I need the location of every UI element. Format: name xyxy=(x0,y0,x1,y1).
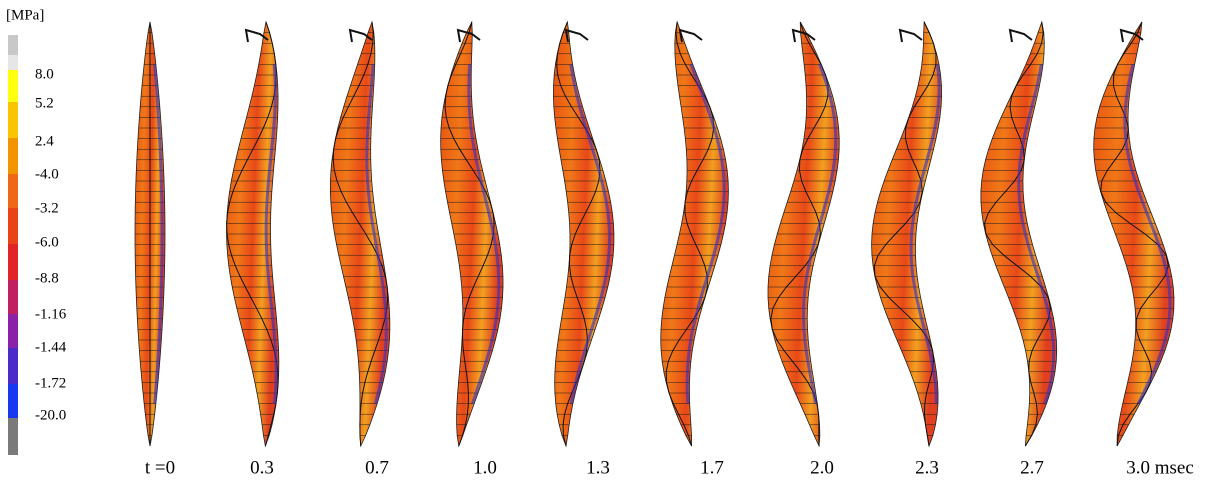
colorbar-label: -4.0 xyxy=(35,166,59,182)
colorbar-label: 5.2 xyxy=(35,95,54,111)
colorbar-label: -20.0 xyxy=(35,407,66,423)
colorbar-label: -1.72 xyxy=(35,375,66,391)
colorbar-label: -1.44 xyxy=(35,339,67,355)
time-label: 2.3 xyxy=(915,457,939,478)
time-label: 1.0 xyxy=(473,457,497,478)
colorbar-label: -3.2 xyxy=(35,200,59,216)
time-label: 2.0 xyxy=(810,457,834,478)
colorbar-label: 2.4 xyxy=(35,133,54,149)
tip xyxy=(900,30,922,42)
time-label: t =0 xyxy=(145,457,175,478)
time-label: 3.0 msec xyxy=(1126,457,1194,478)
time-label: 1.3 xyxy=(586,457,610,478)
colorbar-label: -1.16 xyxy=(35,306,67,322)
time-label: 0.3 xyxy=(250,457,274,478)
colorbar-label: -6.0 xyxy=(35,234,59,250)
time-label: 2.7 xyxy=(1020,457,1044,478)
colorbar: [MPa] 8.0 5.2 2.4 -4.0 -3.2 -6.0 -8.8 -1.16 -1.4… xyxy=(6,7,67,455)
time-label: 1.7 xyxy=(700,457,724,478)
colorbar-label: 8.0 xyxy=(35,66,54,82)
time-label: 0.7 xyxy=(365,457,389,478)
colorbar-label: -8.8 xyxy=(35,270,59,286)
colorbar-unit: [MPa] xyxy=(6,7,44,23)
simulation-frames xyxy=(135,22,1174,446)
tip xyxy=(1010,30,1032,42)
figure: [MPa] 8.0 5.2 2.4 -4.0 -3.2 -6.0 -8.8 -1.16 -1.4… xyxy=(0,0,1216,490)
